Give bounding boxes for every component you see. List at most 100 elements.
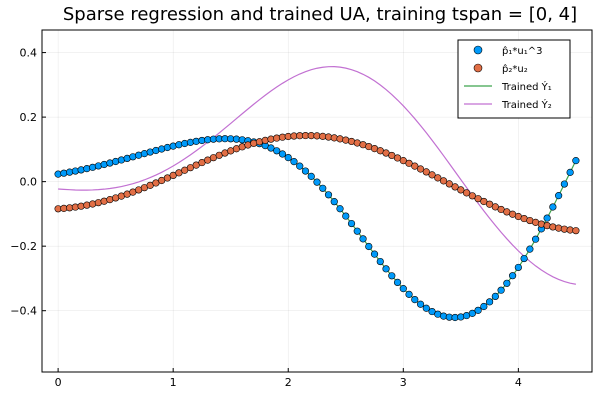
data-point xyxy=(60,169,68,177)
data-point xyxy=(382,265,390,273)
data-point xyxy=(290,158,298,166)
data-point xyxy=(411,296,419,304)
data-point xyxy=(370,250,379,258)
data-point xyxy=(359,235,367,243)
data-point xyxy=(405,159,413,167)
data-point xyxy=(520,254,528,263)
data-point xyxy=(439,312,448,320)
data-point xyxy=(399,285,407,293)
data-point xyxy=(485,298,494,306)
data-point xyxy=(491,292,499,301)
data-point xyxy=(267,144,275,152)
data-point xyxy=(278,150,287,158)
series-1 xyxy=(54,135,580,322)
data-point xyxy=(497,286,505,294)
data-point xyxy=(560,180,568,188)
data-point xyxy=(503,279,511,287)
data-point xyxy=(313,178,321,186)
data-point xyxy=(336,135,344,143)
data-point xyxy=(474,195,482,203)
data-point xyxy=(526,245,534,253)
series-line xyxy=(58,66,577,285)
data-point xyxy=(549,203,557,211)
y-tick-label: 0.4 xyxy=(20,47,38,60)
data-point xyxy=(572,157,580,165)
data-point xyxy=(434,174,442,182)
data-point xyxy=(324,191,333,199)
data-point xyxy=(428,171,436,179)
series-4 xyxy=(58,66,577,285)
data-point xyxy=(353,227,361,235)
legend-label: p̂₂*u₂ xyxy=(502,63,528,75)
data-point xyxy=(83,201,91,209)
y-tick-label: −0.4 xyxy=(10,305,37,318)
data-point xyxy=(416,165,425,173)
data-point xyxy=(399,157,407,165)
data-point xyxy=(347,219,356,228)
x-tick-label: 2 xyxy=(285,376,292,389)
y-tick-label: 0.2 xyxy=(20,111,38,124)
legend-label: p̂₁*u₁^3 xyxy=(502,45,542,57)
data-point xyxy=(543,214,551,222)
legend-label: Trained Ý₁ xyxy=(501,80,552,93)
data-point xyxy=(480,197,488,206)
data-point xyxy=(451,183,459,191)
data-point xyxy=(416,300,425,308)
data-point xyxy=(428,307,436,316)
x-tick-label: 3 xyxy=(400,376,407,389)
data-point xyxy=(485,200,494,208)
data-point xyxy=(342,212,350,220)
data-point xyxy=(330,198,338,206)
data-point xyxy=(273,147,281,155)
data-point xyxy=(71,167,79,175)
data-point xyxy=(319,184,327,192)
legend: p̂₁*u₁^3 p̂₂*u₂ Trained Ý₁ Trained Ý₂ xyxy=(457,39,571,119)
data-point xyxy=(393,154,402,162)
data-point xyxy=(388,272,396,280)
data-point xyxy=(411,162,419,170)
data-point xyxy=(532,235,540,243)
data-point xyxy=(439,177,448,185)
data-point xyxy=(480,302,488,311)
data-point xyxy=(267,135,275,143)
data-point xyxy=(474,306,482,314)
legend-swatch-marker xyxy=(473,63,483,73)
data-point xyxy=(181,139,189,148)
data-point xyxy=(66,168,74,176)
data-point xyxy=(422,168,430,176)
x-tick-label: 4 xyxy=(515,376,522,389)
data-point xyxy=(566,168,574,176)
data-point xyxy=(284,154,292,162)
data-point xyxy=(175,141,183,149)
data-point xyxy=(509,272,517,280)
legend-swatch-marker xyxy=(473,45,483,55)
x-tick-label: 0 xyxy=(55,376,62,389)
x-tick-label: 1 xyxy=(170,376,177,389)
data-point xyxy=(555,192,563,200)
data-point xyxy=(468,309,476,317)
series-layer xyxy=(54,66,580,322)
data-point xyxy=(405,290,413,298)
data-point xyxy=(261,136,269,144)
data-point xyxy=(462,189,471,197)
data-point xyxy=(445,180,453,188)
data-point xyxy=(572,227,580,235)
data-point xyxy=(336,205,344,213)
y-tick-label: −0.2 xyxy=(10,240,37,253)
data-point xyxy=(376,257,384,266)
data-point xyxy=(457,186,465,194)
axis-ticks: 0 1 2 3 4 −0.4 −0.2 0.0 0.2 0.4 xyxy=(10,47,522,389)
data-point xyxy=(307,172,315,180)
plot-frame xyxy=(41,29,593,373)
data-point xyxy=(468,192,476,200)
data-point xyxy=(393,278,402,287)
data-point xyxy=(365,242,373,251)
chart-title: Sparse regression and trained UA, traini… xyxy=(63,4,577,25)
series-2 xyxy=(54,131,580,235)
data-point xyxy=(549,223,557,231)
data-point xyxy=(296,162,304,170)
data-point xyxy=(514,263,522,272)
data-point xyxy=(301,167,310,175)
data-point xyxy=(422,304,430,312)
